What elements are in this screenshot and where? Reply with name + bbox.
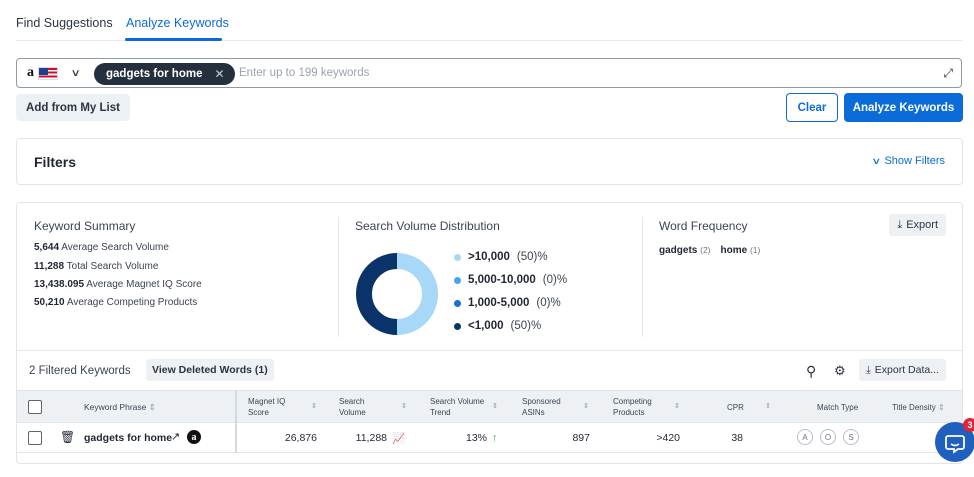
- sort-icon[interactable]: ⇕: [401, 403, 407, 410]
- search-volume: 11,288: [355, 432, 387, 444]
- amazon-icon: a: [27, 65, 34, 80]
- keyword-input[interactable]: [239, 64, 839, 82]
- col-title-density[interactable]: Title Density ⇕: [892, 403, 945, 412]
- filters-panel: Filters ∨ Show Filters: [16, 138, 963, 185]
- add-from-list-button[interactable]: Add from My List: [16, 94, 130, 121]
- summary-row: 50,210 Average Competing Products: [34, 297, 198, 308]
- expand-icon[interactable]: ⤢: [943, 66, 953, 80]
- chevron-down-icon: ∨: [70, 67, 81, 79]
- filtered-keywords-count: 2 Filtered Keywords: [29, 365, 131, 377]
- table-header: Keyword Phrase ⇕ Magnet IQ Score ⇕ Search…: [17, 390, 962, 423]
- analyze-keywords-button[interactable]: Analyze Keywords: [844, 93, 963, 122]
- trend-chart-icon[interactable]: 📈: [392, 433, 406, 445]
- keyword-input-box: a ∨ gadgets for home ✕ ⤢: [16, 58, 962, 88]
- export-data-label: Export Data...: [874, 364, 939, 376]
- show-filters-label: Show Filters: [884, 155, 945, 167]
- legend-dot: [454, 253, 461, 261]
- chevron-down-icon: ∨: [871, 155, 882, 166]
- download-icon: ⤓: [897, 218, 903, 231]
- legend-dot: [454, 276, 461, 284]
- keyword-chip: gadgets for home ✕: [94, 63, 235, 85]
- amazon-icon[interactable]: a: [187, 430, 201, 444]
- competing-products: >420: [656, 432, 680, 444]
- search-volume-trend: 13%: [465, 432, 487, 444]
- select-all-checkbox[interactable]: [28, 400, 42, 414]
- col-keyword-phrase[interactable]: Keyword Phrase ⇕: [84, 402, 156, 412]
- distribution-donut: [356, 253, 438, 335]
- show-filters-toggle[interactable]: ∨ Show Filters: [871, 155, 945, 167]
- keyword-chip-label: gadgets for home: [106, 68, 203, 80]
- word-item[interactable]: home (1): [720, 245, 761, 256]
- gear-icon[interactable]: ⚙: [834, 363, 846, 378]
- match-type-o[interactable]: O: [820, 429, 836, 445]
- row-checkbox[interactable]: [28, 431, 42, 445]
- col-search-volume-trend[interactable]: Search Volume Trend: [430, 397, 485, 417]
- trash-icon[interactable]: 🗑: [60, 430, 76, 444]
- notification-badge: 3: [963, 418, 974, 432]
- distribution-legend-item: >10,000 (50)%: [454, 251, 548, 263]
- keyword-phrase[interactable]: gadgets for home: [84, 432, 173, 444]
- sticky-column-divider: [235, 390, 237, 453]
- sort-icon[interactable]: ⇕: [583, 403, 589, 410]
- distribution-title: Search Volume Distribution: [355, 219, 500, 233]
- cpr-value: 38: [731, 432, 743, 444]
- distribution-legend-item: 1,000-5,000 (0)%: [454, 297, 561, 309]
- export-label: Export: [906, 219, 938, 231]
- col-search-volume[interactable]: Search Volume: [339, 397, 366, 417]
- table-row: 🗑 gadgets for home ↗ a 26,876 11,288 📈 1…: [17, 423, 962, 453]
- arrow-up-icon: ↑: [492, 432, 498, 444]
- word-item[interactable]: gadgets (2): [659, 245, 711, 256]
- summary-row: 13,438.095 Average Magnet IQ Score: [34, 279, 202, 290]
- active-tab-indicator: [125, 38, 222, 41]
- distribution-legend-item: 5,000-10,000 (0)%: [454, 274, 567, 286]
- magnet-iq-score: 26,876: [284, 432, 317, 444]
- download-icon: ⤓: [866, 363, 871, 376]
- close-icon[interactable]: ✕: [214, 67, 225, 81]
- legend-dot: [454, 322, 461, 330]
- keyword-results-card: Keyword Summary 5,644 Average Search Vol…: [16, 202, 963, 464]
- distribution-legend-item: <1,000 (50)%: [454, 320, 541, 332]
- tab-bar: Find Suggestions Analyze Keywords: [16, 0, 962, 41]
- view-deleted-words-button[interactable]: View Deleted Words (1): [146, 359, 274, 381]
- col-cpr[interactable]: CPR: [727, 403, 744, 412]
- col-competing-products[interactable]: Competing Products: [613, 397, 652, 417]
- legend-dot: [454, 299, 461, 307]
- sort-icon[interactable]: ⇕: [765, 403, 771, 410]
- donut-slice-3: [356, 253, 398, 335]
- word-frequency-list: gadgets (2) home (1): [659, 245, 760, 256]
- sort-icon[interactable]: ⇕: [492, 403, 498, 410]
- chat-icon: [945, 435, 965, 454]
- divider: [17, 350, 962, 351]
- export-button[interactable]: ⤓ Export: [889, 214, 946, 236]
- tab-find-suggestions[interactable]: Find Suggestions: [16, 16, 113, 30]
- donut-slice-0: [396, 253, 438, 335]
- divider: [338, 217, 339, 337]
- clear-button[interactable]: Clear: [786, 93, 838, 122]
- sort-icon[interactable]: ⇕: [311, 403, 317, 410]
- col-magnet-iq[interactable]: Magnet IQ Score: [248, 397, 286, 417]
- export-data-button[interactable]: ⤓ Export Data...: [859, 359, 946, 381]
- match-type-s[interactable]: S: [843, 429, 859, 445]
- summary-row: 11,288 Total Search Volume: [34, 261, 159, 272]
- summary-row: 5,644 Average Search Volume: [34, 242, 169, 253]
- filters-title: Filters: [34, 154, 77, 170]
- external-link-icon[interactable]: ↗: [171, 431, 181, 443]
- sort-icon[interactable]: ⇕: [674, 403, 680, 410]
- us-flag-icon: [38, 66, 58, 80]
- keyword-summary-title: Keyword Summary: [34, 219, 136, 233]
- divider: [642, 217, 643, 337]
- col-match-type[interactable]: Match Type: [817, 403, 859, 412]
- tab-analyze-keywords[interactable]: Analyze Keywords: [126, 16, 229, 30]
- word-frequency-title: Word Frequency: [659, 219, 748, 233]
- marketplace-selector[interactable]: a ∨: [17, 59, 92, 87]
- search-icon[interactable]: ⚲: [806, 363, 817, 379]
- sponsored-asins: 897: [572, 432, 590, 444]
- col-sponsored-asins[interactable]: Sponsored ASINs: [522, 397, 561, 417]
- match-type-a[interactable]: A: [797, 429, 813, 445]
